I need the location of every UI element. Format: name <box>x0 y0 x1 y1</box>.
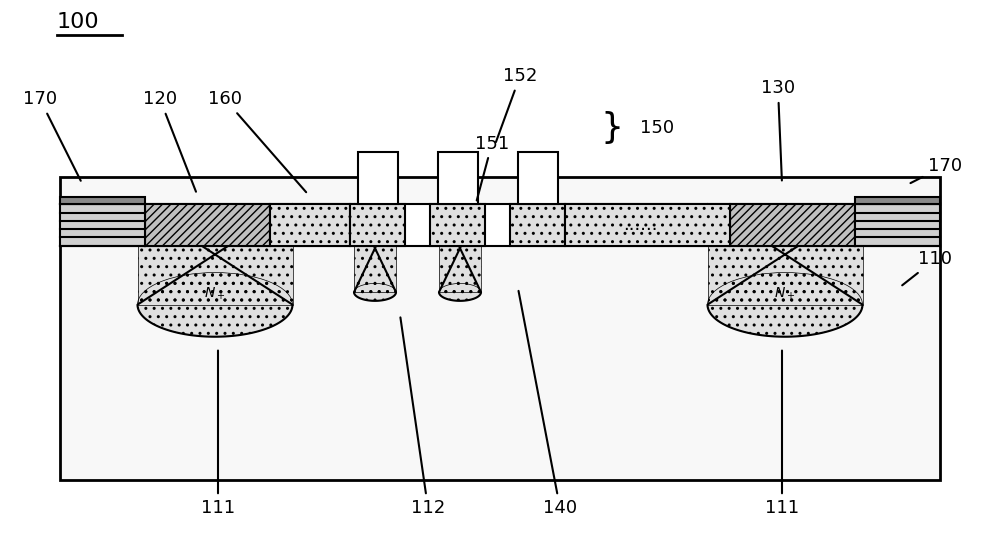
Bar <box>565 204 730 246</box>
Text: 100: 100 <box>57 12 100 32</box>
Text: 170: 170 <box>910 157 962 183</box>
Ellipse shape <box>138 273 292 337</box>
Text: 152: 152 <box>496 67 537 142</box>
Text: 170: 170 <box>23 91 81 181</box>
Bar <box>350 204 405 246</box>
Bar <box>708 204 862 305</box>
Ellipse shape <box>354 284 396 301</box>
Text: N$_+$: N$_+$ <box>204 285 226 302</box>
Bar <box>60 177 940 480</box>
Text: 120: 120 <box>143 91 196 192</box>
Bar <box>518 152 558 204</box>
Ellipse shape <box>708 273 862 337</box>
Bar <box>60 197 145 204</box>
Bar <box>358 152 398 204</box>
Bar <box>708 204 862 305</box>
Text: N$_+$: N$_+$ <box>774 285 796 302</box>
Ellipse shape <box>439 284 481 301</box>
Text: 110: 110 <box>902 251 952 285</box>
Text: 130: 130 <box>761 79 795 181</box>
Text: ......: ...... <box>623 216 657 234</box>
Text: 150: 150 <box>640 119 674 137</box>
Text: }: } <box>600 112 623 145</box>
Text: 111: 111 <box>765 351 799 517</box>
Bar <box>438 152 478 204</box>
Bar <box>730 204 855 246</box>
Bar <box>145 204 855 246</box>
Bar <box>510 204 565 246</box>
Bar <box>855 197 940 204</box>
Bar <box>855 204 940 246</box>
Bar <box>60 204 145 246</box>
Text: 151: 151 <box>475 135 509 200</box>
Bar <box>270 204 350 246</box>
Bar <box>439 204 481 292</box>
Bar <box>354 204 396 292</box>
Text: 112: 112 <box>400 317 445 517</box>
Bar <box>145 204 270 246</box>
Bar <box>430 204 485 246</box>
Text: 160: 160 <box>208 91 306 192</box>
Bar <box>439 204 481 292</box>
Bar <box>138 204 292 305</box>
Bar <box>138 204 292 305</box>
Bar <box>354 204 396 292</box>
Text: 140: 140 <box>519 291 577 517</box>
Text: 111: 111 <box>201 351 235 517</box>
